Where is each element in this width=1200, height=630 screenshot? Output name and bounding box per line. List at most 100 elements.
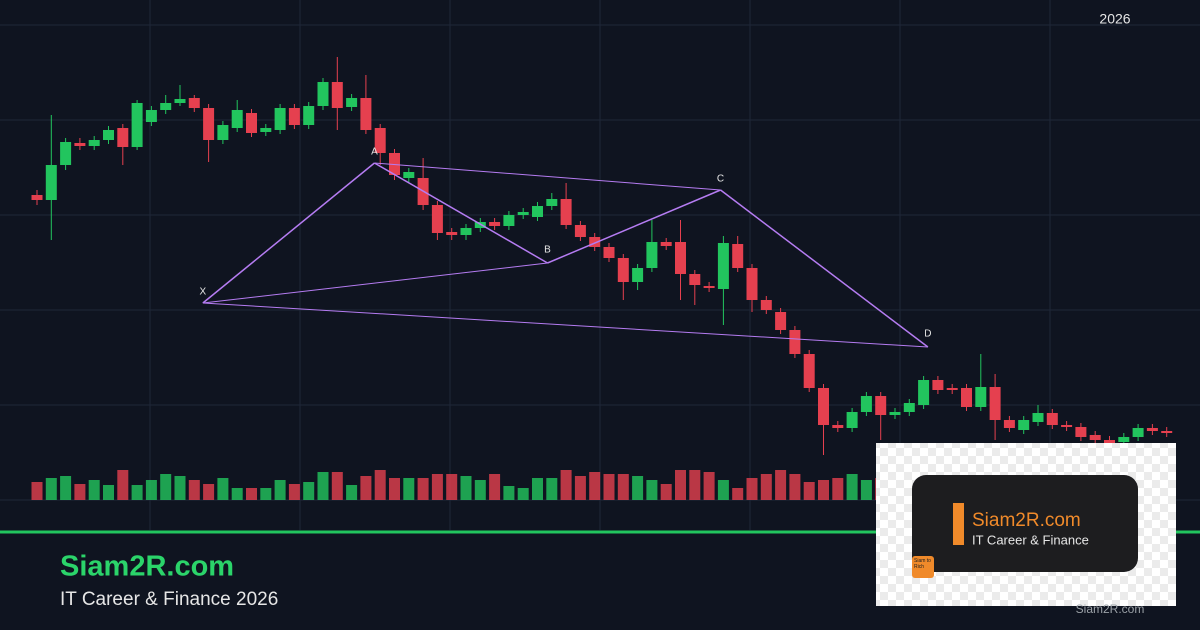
volume-bar [331,472,343,500]
pattern-line [720,189,929,348]
pattern-line [374,162,548,264]
candle-body [288,108,300,125]
candle-body [903,403,915,412]
candle-body [646,242,658,268]
volume-bar [746,478,758,500]
pattern-line [547,189,721,264]
candle-body [975,387,987,407]
icon-text: Siam to Rich [914,558,931,570]
candle-body [1061,425,1073,427]
volume-bar [517,488,529,500]
candle-body [946,388,958,390]
volume-bar [117,470,129,500]
candle-body [160,103,172,110]
candle-body [60,142,72,165]
candle-body [1118,437,1130,442]
volume-bar [317,472,329,500]
volume-bar [389,478,400,500]
candle-body [746,268,758,300]
volume-bar [217,478,229,500]
volume-bar [88,480,100,500]
pattern-label: A [371,147,378,158]
candle-body [217,125,229,140]
volume-bar [74,484,86,500]
pattern-line [202,262,548,304]
volume-bar [832,478,844,500]
candle-body [246,113,257,133]
brand-title: Siam2R.com [60,551,234,583]
volume-bar [60,476,72,500]
candle-body [489,222,501,226]
candle-body [431,205,443,233]
volume-bar [188,480,200,500]
candle-body [961,388,972,407]
volume-bar [560,470,572,500]
volume-bar [532,478,543,500]
candle-body [717,243,729,289]
volume-bar [675,470,686,500]
candle-body [74,143,86,146]
volume-bar [403,478,415,500]
volume-bar [846,474,858,500]
logo-panel [912,475,1138,572]
candle-body [389,153,400,175]
candle-body [889,412,901,415]
candle-body [174,99,186,103]
candle-body [675,242,686,274]
candle-body [918,380,930,405]
candle-body [932,380,944,390]
volume-bar [203,484,215,500]
logo-card: Siam2R.com IT Career & Finance Siam to R… [876,443,1176,606]
candle-body [131,103,143,147]
volume-bar [174,476,186,500]
candle-body [1018,420,1030,430]
grid [0,0,1200,530]
candle-body [660,242,672,246]
volume-bar [231,488,243,500]
candle-body [145,110,157,122]
volume-bar [603,474,615,500]
volume-bar [246,488,257,500]
candle-body [260,128,272,132]
candle-body [331,82,343,108]
volume-bar [717,480,729,500]
pattern-label: X [200,287,207,298]
candle-body [560,199,572,225]
candle-body [989,387,1001,420]
volume-bar [760,474,772,500]
volume-bar [446,474,458,500]
candle-body [603,247,615,258]
candle-body [1089,435,1101,440]
candle-body [532,206,543,217]
candle-body [274,108,286,130]
watermark: Siam2R.com [1076,602,1145,616]
volume-bar [589,472,601,500]
pattern-label: B [544,245,551,256]
candle-body [832,425,844,428]
candle-body [1161,431,1173,433]
volume-bar [803,482,815,500]
candle-body [1075,427,1087,437]
volume-bar [374,470,386,500]
candle-body [875,396,887,415]
volume-bar [145,480,157,500]
volume-bar [646,480,658,500]
volume-bar [818,480,829,500]
candle-body [317,82,329,106]
pattern-line [202,302,928,348]
candle-body [689,274,701,285]
volume-bar [31,482,43,500]
volume-bar [732,488,744,500]
candle-body [517,212,529,215]
candle-body [188,98,200,108]
volume-bar [489,474,501,500]
volume-bar [274,480,286,500]
candle-body [346,98,358,107]
candle-body [1032,413,1044,422]
volume-bar [689,470,701,500]
volume-bar [260,488,272,500]
candle-body [31,195,43,200]
candle-body [1146,428,1158,431]
volume-bar [860,480,872,500]
